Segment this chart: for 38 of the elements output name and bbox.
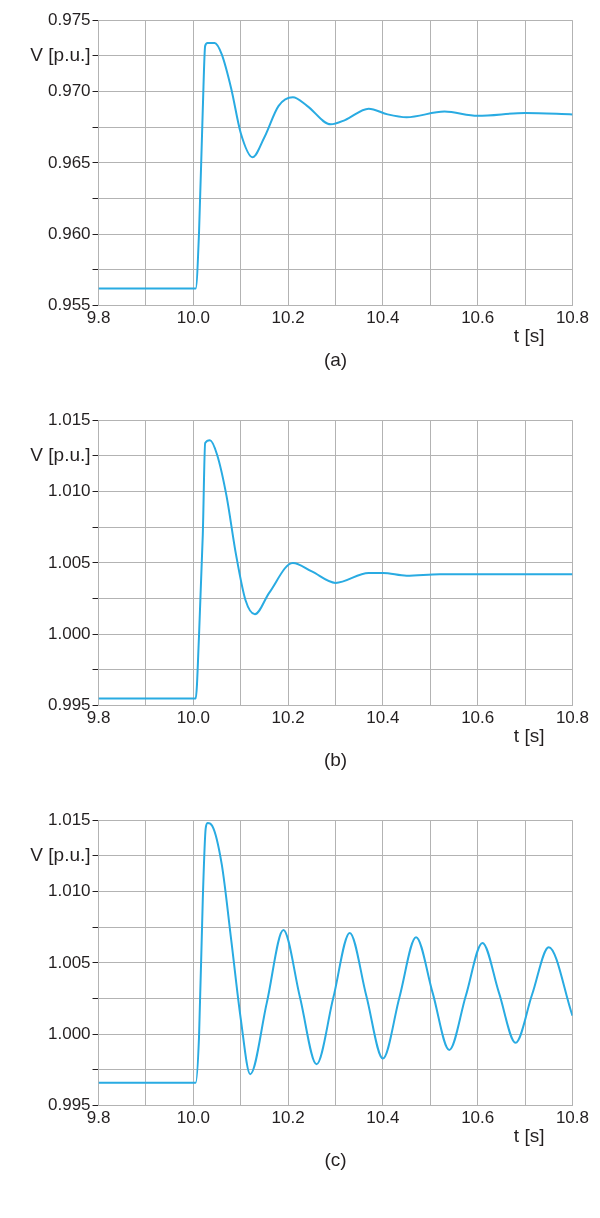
x-tick-label: 10.6	[461, 308, 495, 328]
y-tick-label: 1.015	[47, 809, 91, 829]
x-tick-label: 10.4	[366, 1108, 400, 1128]
x-tick-label: 10.8	[555, 1108, 589, 1128]
x-tick-label: 10.8	[555, 708, 589, 728]
y-tick-label: 1.010	[47, 481, 91, 501]
y-tick-label: 0.975	[47, 9, 91, 29]
y-tick-label: 1.000	[47, 1023, 91, 1043]
x-tick-label: 10.2	[271, 308, 305, 328]
x-tick-label: 10.4	[366, 308, 400, 328]
x-axis-title: t [s]	[513, 725, 545, 747]
line-series	[98, 439, 573, 700]
x-tick-label: 10.0	[176, 1108, 210, 1128]
x-tick-label: 10.6	[461, 1108, 495, 1128]
text: (a)	[323, 349, 348, 371]
line-series	[98, 42, 573, 290]
y-tick-label: 0.970	[47, 81, 91, 101]
x-axis-title: t [s]	[513, 325, 545, 347]
x-tick-label: 10.4	[366, 708, 400, 728]
x-tick-label: 10.2	[271, 1108, 305, 1128]
text: (b)	[323, 749, 348, 771]
y-tick-label: 1.010	[47, 881, 91, 901]
y-axis-title: V [p.u.]	[30, 44, 91, 66]
x-tick-label: 10.0	[176, 708, 210, 728]
x-tick-label: 10.8	[555, 308, 589, 328]
y-tick-label: 1.015	[47, 409, 91, 429]
y-tick-label: 0.965	[47, 152, 91, 172]
y-axis-title: V [p.u.]	[30, 444, 91, 466]
y-tick-label: 1.005	[47, 552, 91, 572]
x-axis-title: t [s]	[513, 1125, 545, 1147]
text: (c)	[324, 1149, 347, 1171]
y-tick-label: 0.960	[47, 223, 91, 243]
x-tick-label: 10.0	[176, 308, 210, 328]
y-tick-label: 1.000	[47, 623, 91, 643]
y-tick-label: 1.005	[47, 952, 91, 972]
x-tick-label: 10.2	[271, 708, 305, 728]
x-tick-label: 10.6	[461, 708, 495, 728]
y-axis-title: V [p.u.]	[30, 844, 91, 866]
